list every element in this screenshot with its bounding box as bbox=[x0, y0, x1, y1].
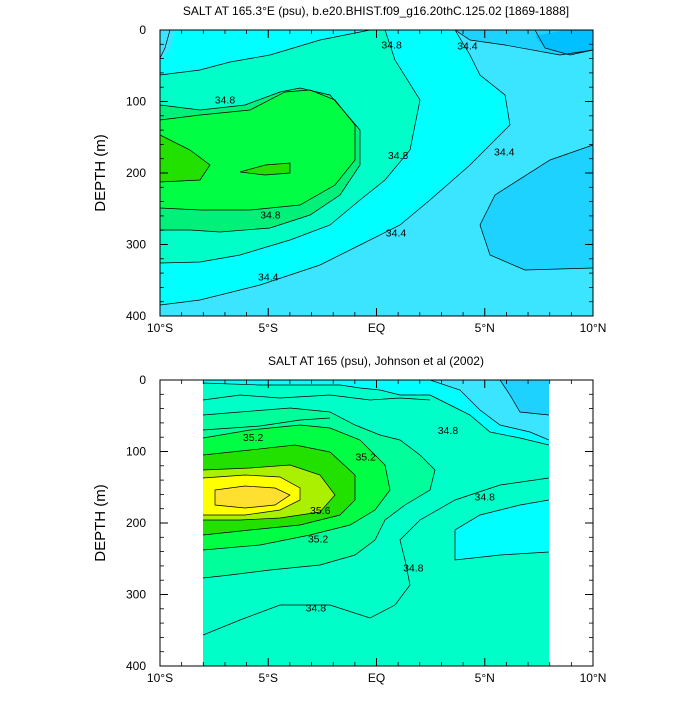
x-tick-label: 5°S bbox=[259, 671, 278, 685]
bot-contour-line bbox=[499, 380, 549, 416]
x-tick-label: 5°N bbox=[475, 321, 495, 335]
contour-label: 34.8 bbox=[260, 209, 281, 221]
top-contour-line bbox=[534, 30, 593, 56]
bot-fill-36.0 bbox=[215, 486, 290, 508]
contour-label: 35.2 bbox=[308, 534, 329, 546]
top-contour-line bbox=[160, 134, 211, 183]
top-contour-line bbox=[160, 30, 171, 59]
bot-contour-line bbox=[203, 407, 436, 579]
x-tick-label: EQ bbox=[368, 321, 385, 335]
x-tick-label: 10°N bbox=[580, 671, 607, 685]
top-contour-line bbox=[160, 30, 421, 264]
y-tick-label: 100 bbox=[126, 445, 146, 459]
top-contour-line bbox=[479, 144, 593, 271]
top-contour-fill: 34.8 34.8 34.4 34.8 34.4 34.8 34.4 34.4 bbox=[160, 30, 593, 316]
bot-fill-34.6-east bbox=[455, 500, 549, 560]
top-fill-35.4-core bbox=[240, 163, 290, 175]
y-tick-label: 100 bbox=[126, 95, 146, 109]
bot-contour-line bbox=[203, 477, 549, 636]
top-contour-line bbox=[160, 87, 361, 233]
bottom-panel: SALT AT 165 (psu), Johnson et al (2002) bbox=[92, 354, 606, 685]
top-panel: SALT AT 165.3°E (psu), b.e20.BHIST.f09_g… bbox=[92, 4, 606, 335]
y-tick-label: 200 bbox=[126, 166, 146, 180]
bottom-title: SALT AT 165 (psu), Johnson et al (2002) bbox=[268, 354, 484, 368]
contour-label: 34.8 bbox=[403, 562, 424, 574]
contour-label: 34.4 bbox=[258, 272, 279, 284]
x-tick-label: 5°S bbox=[259, 321, 278, 335]
top-contour-line bbox=[160, 30, 511, 306]
contour-label: 35.2 bbox=[243, 432, 264, 444]
bot-contour-line bbox=[203, 474, 301, 516]
contour-label: 35.2 bbox=[355, 452, 376, 464]
bottom-contour-labels: 35.2 35.2 34.8 35.6 35.2 34.8 34.8 34.8 bbox=[243, 425, 496, 614]
contour-label: 34.8 bbox=[215, 94, 236, 106]
contour-label: 34.8 bbox=[381, 39, 402, 51]
top-fill-34.2-se bbox=[480, 145, 593, 270]
contour-label: 34.4 bbox=[494, 147, 515, 159]
bot-contour-line bbox=[203, 424, 391, 551]
top-contour-line bbox=[239, 162, 291, 176]
top-contour-line bbox=[454, 30, 593, 56]
contour-label: 34.8 bbox=[438, 425, 459, 437]
y-tick-label: 300 bbox=[126, 588, 146, 602]
x-tick-label: 10°N bbox=[580, 321, 607, 335]
x-tick-label: 10°S bbox=[147, 671, 173, 685]
top-contour-lines bbox=[160, 30, 593, 306]
contour-label: 34.8 bbox=[306, 602, 327, 614]
x-tick-label: 10°S bbox=[147, 321, 173, 335]
top-fill-35.4-west bbox=[160, 135, 210, 182]
top-contour-labels: 34.8 34.8 34.4 34.8 34.4 34.8 34.4 34.4 bbox=[215, 39, 515, 284]
bottom-axes: 10°S 5°S EQ 5°N 10°N 0 100 200 300 400 bbox=[126, 373, 606, 685]
bot-contour-line bbox=[214, 485, 291, 509]
bot-contour-line bbox=[203, 382, 549, 446]
y-tick-label: 400 bbox=[126, 309, 146, 323]
bot-fill-34.2-ne bbox=[500, 380, 549, 415]
x-tick-label: EQ bbox=[368, 671, 385, 685]
bottom-contour-fill: 35.2 35.2 34.8 35.6 35.2 34.8 34.8 34.8 bbox=[203, 380, 549, 666]
top-fill-34.0-ne bbox=[535, 30, 593, 55]
top-fill-34.4-nw bbox=[160, 30, 175, 60]
y-tick-label: 300 bbox=[126, 238, 146, 252]
bot-contour-line bbox=[429, 380, 549, 441]
bottom-ylabel: DEPTH (m) bbox=[92, 484, 109, 562]
x-tick-label: 5°N bbox=[475, 671, 495, 685]
bottom-contour-lines bbox=[203, 380, 549, 636]
bot-fill-34.6 bbox=[203, 380, 549, 445]
y-tick-label: 0 bbox=[139, 373, 146, 387]
contour-label: 34.8 bbox=[388, 150, 409, 162]
bot-contour-line bbox=[203, 394, 431, 401]
top-fill-35.2 bbox=[160, 90, 355, 210]
top-axes: 10°S 5°S EQ 5°N 10°N 0 100 200 300 400 bbox=[126, 23, 606, 335]
top-contour-line bbox=[160, 89, 356, 211]
top-ylabel: DEPTH (m) bbox=[92, 134, 109, 212]
y-tick-label: 400 bbox=[126, 659, 146, 673]
y-tick-label: 0 bbox=[139, 23, 146, 37]
top-contour-line bbox=[160, 30, 371, 76]
bot-contour-line bbox=[454, 499, 549, 561]
bot-contour-line bbox=[203, 444, 356, 536]
bot-contour-line bbox=[203, 464, 336, 521]
contour-label: 35.6 bbox=[310, 505, 331, 517]
contour-label: 34.8 bbox=[475, 492, 496, 504]
top-title: SALT AT 165.3°E (psu), b.e20.BHIST.f09_g… bbox=[183, 4, 569, 18]
contour-label: 34.4 bbox=[386, 227, 407, 239]
y-tick-label: 200 bbox=[126, 516, 146, 530]
contour-label: 34.4 bbox=[457, 41, 478, 53]
bot-contour-line bbox=[203, 417, 331, 431]
